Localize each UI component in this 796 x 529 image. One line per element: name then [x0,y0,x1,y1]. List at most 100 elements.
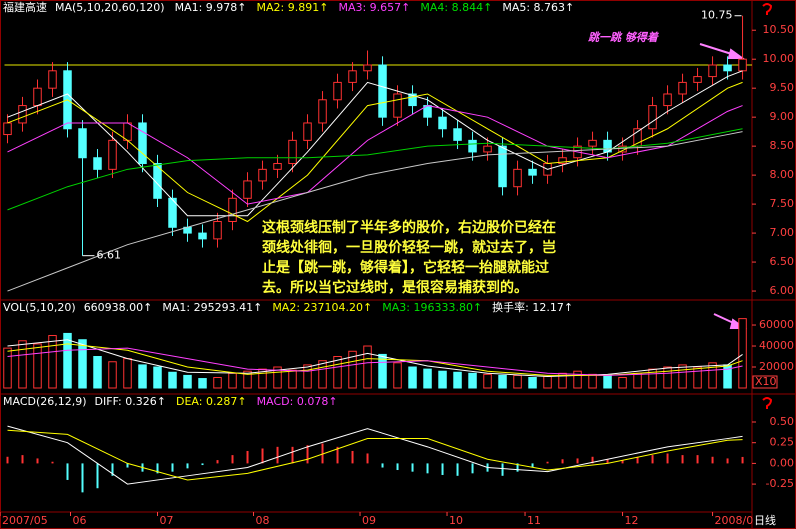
candle-body [153,163,162,199]
volume-bar [378,353,387,389]
y-tick-label: 10.50 [763,23,795,36]
header-value: 660938.00↑ [84,301,153,314]
header-value: 换手率: 12.17↑ [492,300,573,314]
arrow-head [727,48,746,59]
note-line: 颈线处徘徊，一旦股价轻轻一跳，就过去了，岂 [261,239,556,256]
y-tick-label: 0.00 [770,456,795,469]
volume-bar [678,364,687,389]
header-value: MA(5,10,20,60,120) [55,1,165,14]
candle-body [363,64,372,72]
volume-bar [708,362,717,389]
y-tick-label: 8.00 [770,168,795,181]
candle-body [438,116,447,130]
volume-bar [588,373,597,389]
volume-bar [288,369,297,389]
unit-box [752,375,778,389]
callout-arrows [699,43,748,329]
volume-bar [453,371,462,389]
volume-bar [693,366,702,389]
panel-title: 福建高速 [3,0,47,14]
volume-bar [558,372,567,389]
header-value: MA4: 8.844↑ [420,1,492,14]
y-tick-label: 9.00 [770,110,795,123]
candle-body [108,139,117,170]
volume-bar [138,364,147,389]
candle-body [78,128,87,159]
volume-bar [633,372,642,389]
candle-body [453,128,462,141]
note-line: 止是【跳一跳，够得着】，它轻轻一抬腿就能过 [262,259,549,276]
volume-bar [348,350,357,389]
volume-bar [603,374,612,389]
candle-body [393,93,402,118]
volume-bar [303,364,312,389]
x-tick-label: 12 [625,514,639,527]
header-value: MA3: 9.657↑ [338,1,410,14]
candle-body [228,197,237,222]
volume-bar [258,368,267,389]
volume-bar [318,360,327,389]
x-tick-label: 2007/05 [2,514,48,527]
candle-body [3,122,12,136]
indicator-line [7,343,743,376]
x-tick-label: 09 [362,514,376,527]
note-line: 这根颈线压制了半年多的股价，右边股价已经在 [262,219,556,236]
note-line: 去。所以当它过线时，是很容易捕获到的。 [262,279,528,296]
volume-bar [738,318,747,389]
candle-body [483,145,492,153]
candle-body [468,139,477,153]
candle-body [303,122,312,141]
x-tick-label: 2008/0 [715,514,754,527]
indicator-line [7,339,743,377]
indicator-line [7,81,743,223]
unit-label: X10 [755,375,777,388]
candle-body [318,99,327,124]
volume-bar [273,366,282,389]
volume-bar [483,373,492,389]
header-value: MA1: 295293.41↑ [162,301,262,314]
volume-bar [18,340,27,389]
candle-body [123,122,132,141]
volume-bar [438,370,447,389]
candle-body [708,64,717,78]
x-tick-label: 10 [449,514,463,527]
candle-body [558,157,567,165]
y-tick-label: 0.25 [770,436,795,449]
volume-bar [33,343,42,389]
callout: 跳一跳 够得着 [588,31,660,44]
header-value: MA3: 196333.80↑ [382,301,482,314]
volume-bar [123,358,132,389]
y-tick-label: -0.25 [766,477,794,490]
y-tick-label: 9.50 [770,81,795,94]
volume-bar [618,377,627,389]
volume-bar [663,366,672,389]
indicator-line [7,105,743,205]
x-tick-label: 07 [160,514,174,527]
markers [762,3,773,409]
volume-bar [573,370,582,389]
question-icon [762,3,773,15]
candle-body [528,168,537,176]
volume-bar [3,347,12,389]
y-tick-label: 40000 [759,339,794,352]
y-tick-label: 7.50 [770,197,795,210]
panel-title: VOL(5,10,20) [3,301,76,314]
candle-body [288,139,297,165]
header-value: DIFF: 0.326↑ [95,395,166,408]
candle-body [48,70,57,89]
volume-bar [468,372,477,389]
candle-body [93,157,102,170]
candle-body [378,64,387,118]
candle-body [408,93,417,107]
volume-bar [528,377,537,389]
indicator-line [7,131,743,292]
candle-body [138,122,147,165]
y-tick-label: 0.50 [770,415,795,428]
annotation-label: 6.61 [97,249,122,262]
indicator-line [7,70,743,217]
volume-bar [228,372,237,389]
indicator-line [7,425,743,485]
volume-bar [78,339,87,389]
candle-body [18,105,27,124]
